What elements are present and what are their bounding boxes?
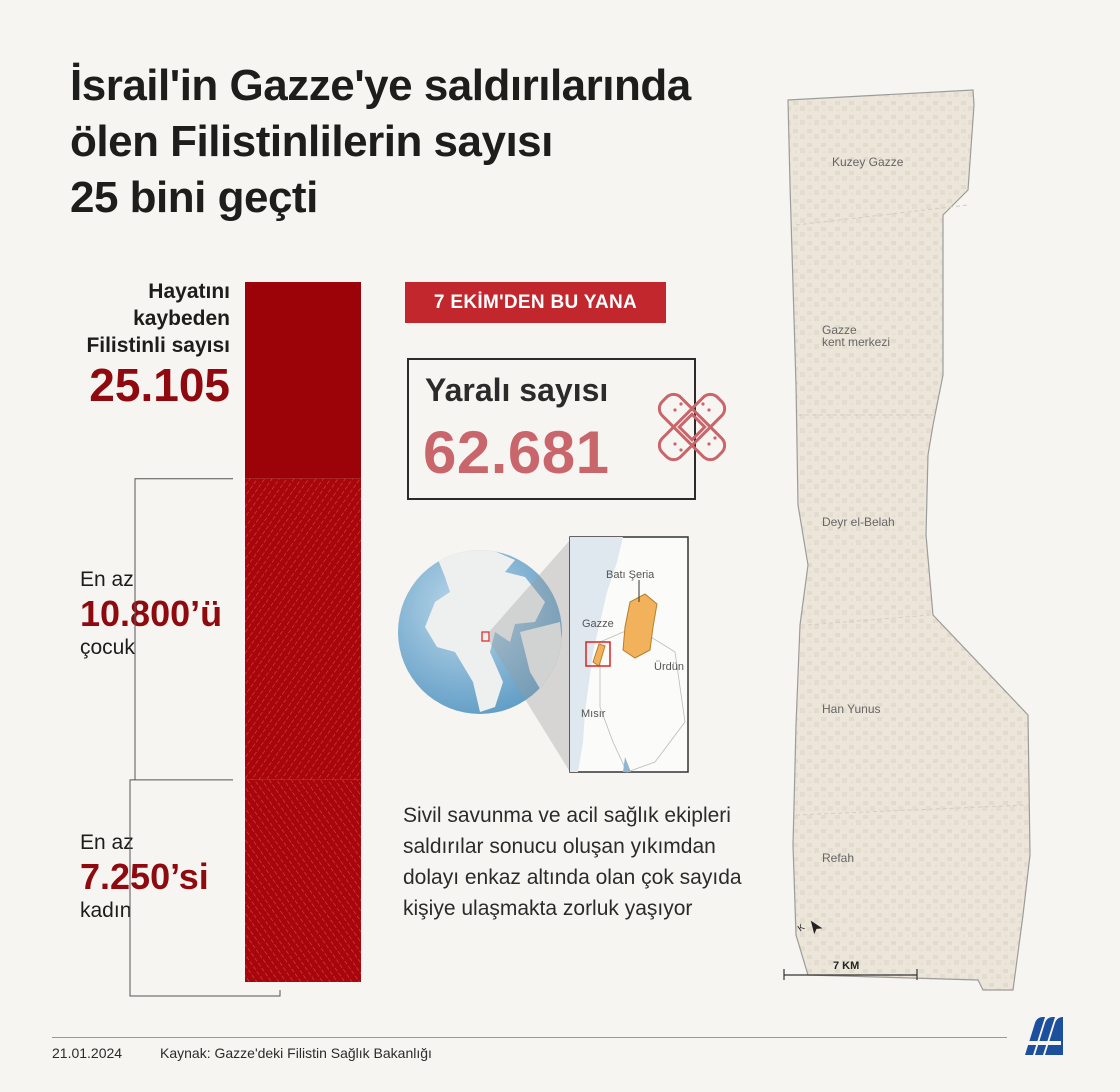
scale-label: 7 KM xyxy=(833,960,859,972)
total-value: 25.105 xyxy=(89,359,230,411)
women-value: 7.250’si xyxy=(80,856,209,897)
total-label: Hayatını kaybeden Filistinli sayısı xyxy=(86,278,230,359)
inset-map: Batı Şeria Gazze Ürdün Mısır xyxy=(569,536,689,773)
casualty-bar-chart xyxy=(129,282,361,997)
bar-segment-children xyxy=(245,478,361,780)
globe-icon xyxy=(398,550,562,714)
footer-source: Kaynak: Gazze'deki Filistin Sağlık Bakan… xyxy=(160,1045,432,1061)
region-deir-al-balah: Deyr el-Belah xyxy=(822,515,895,529)
women-prefix: En az xyxy=(80,831,134,854)
aa-logo-icon xyxy=(1025,1017,1063,1055)
wounded-box: Yaralı sayısı 62.681 xyxy=(407,358,727,500)
wounded-label: Yaralı sayısı xyxy=(425,372,609,408)
children-suffix: çocuk xyxy=(80,636,135,659)
north-label: K xyxy=(796,922,807,934)
map-label-gaza: Gazze xyxy=(582,618,614,630)
map-label-jordan: Ürdün xyxy=(654,661,684,673)
page-title: İsrail'in Gazze'ye saldırılarında ölen F… xyxy=(70,58,770,226)
region-khan-yunis: Han Yunus xyxy=(822,702,881,716)
note-text: Sivil savunma ve acil sağlık ekipleri sa… xyxy=(403,804,742,920)
region-rafah: Refah xyxy=(822,851,854,865)
bar-segment-women xyxy=(245,779,361,982)
total-label-line-2: kaybeden xyxy=(133,307,230,330)
total-label-line-1: Hayatını xyxy=(148,280,230,303)
location-map: Batı Şeria Gazze Ürdün Mısır xyxy=(398,536,689,773)
north-arrow-icon: K xyxy=(796,920,823,935)
since-date-badge: 7 EKİM'DEN BU YANA xyxy=(405,282,666,323)
region-gaza-city-line-2: kent merkezi xyxy=(822,335,890,349)
women-suffix: kadın xyxy=(80,899,132,922)
bracket-children xyxy=(134,478,233,781)
title-line-2: ölen Filistinlilerin sayısı xyxy=(70,117,553,166)
title-line-1: İsrail'in Gazze'ye saldırılarında xyxy=(70,61,691,110)
bar-segment-other xyxy=(245,282,361,479)
children-label: En az 10.800’ü çocuk xyxy=(80,567,222,661)
scale-bar: 7 KM xyxy=(783,960,918,980)
children-value: 10.800’ü xyxy=(80,593,223,634)
bandage-icon xyxy=(657,392,727,462)
region-north-gaza: Kuzey Gazze xyxy=(832,155,904,169)
map-label-west-bank: Batı Şeria xyxy=(606,569,655,581)
wounded-value: 62.681 xyxy=(423,419,610,486)
gaza-strip-map: Kuzey Gazze Gazze kent merkezi Deyr el-B… xyxy=(783,89,1031,991)
map-label-egypt: Mısır xyxy=(581,708,606,720)
total-label-line-3: Filistinli sayısı xyxy=(86,334,230,357)
title-line-3: 25 bini geçti xyxy=(70,173,318,222)
footer-divider xyxy=(52,1037,1007,1038)
bracket-women xyxy=(129,779,281,997)
footer-date: 21.01.2024 xyxy=(52,1045,123,1061)
children-prefix: En az xyxy=(80,568,134,591)
women-label: En az 7.250’si kadın xyxy=(80,830,209,924)
region-gaza-city-line-1: Gazze xyxy=(822,323,857,337)
region-gaza-city: Gazze kent merkezi xyxy=(822,323,890,349)
